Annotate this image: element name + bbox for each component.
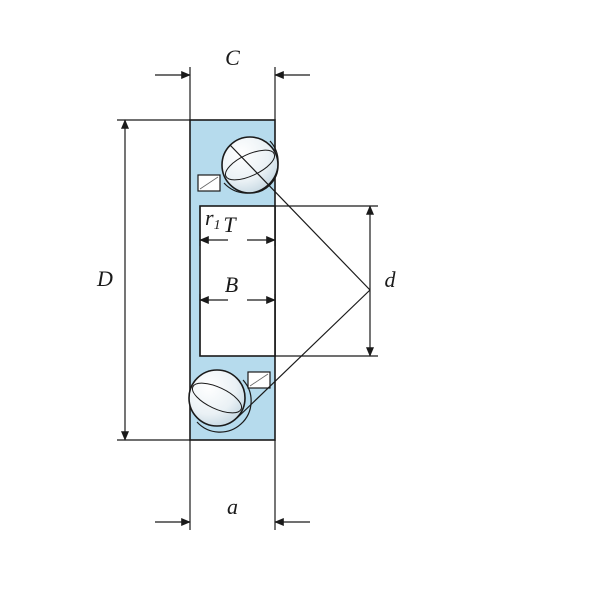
dim-label-d: d <box>385 267 397 292</box>
dim-label-a: a <box>227 494 238 519</box>
bearing-cross-section-diagram: CaDdTBr1 <box>0 0 600 600</box>
dim-label-D: D <box>96 266 113 291</box>
dim-label-B: B <box>225 272 238 297</box>
dim-label-C: C <box>225 45 240 70</box>
dim-label-T: T <box>223 212 237 237</box>
